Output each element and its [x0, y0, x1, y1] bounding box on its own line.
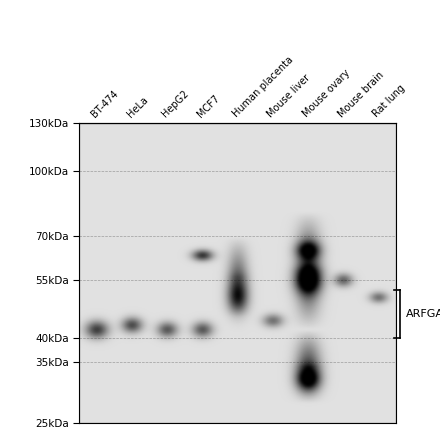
- Text: HeLa: HeLa: [125, 94, 150, 119]
- Text: HepG2: HepG2: [160, 88, 191, 119]
- Text: Rat lung: Rat lung: [371, 83, 407, 119]
- Text: Mouse brain: Mouse brain: [336, 70, 386, 119]
- Text: BT-474: BT-474: [90, 88, 121, 119]
- Text: ARFGAP1: ARFGAP1: [406, 309, 440, 319]
- Text: Mouse liver: Mouse liver: [266, 72, 312, 119]
- Text: MCF7: MCF7: [195, 93, 222, 119]
- Text: Human placenta: Human placenta: [231, 55, 295, 119]
- Text: Mouse ovary: Mouse ovary: [301, 68, 352, 119]
